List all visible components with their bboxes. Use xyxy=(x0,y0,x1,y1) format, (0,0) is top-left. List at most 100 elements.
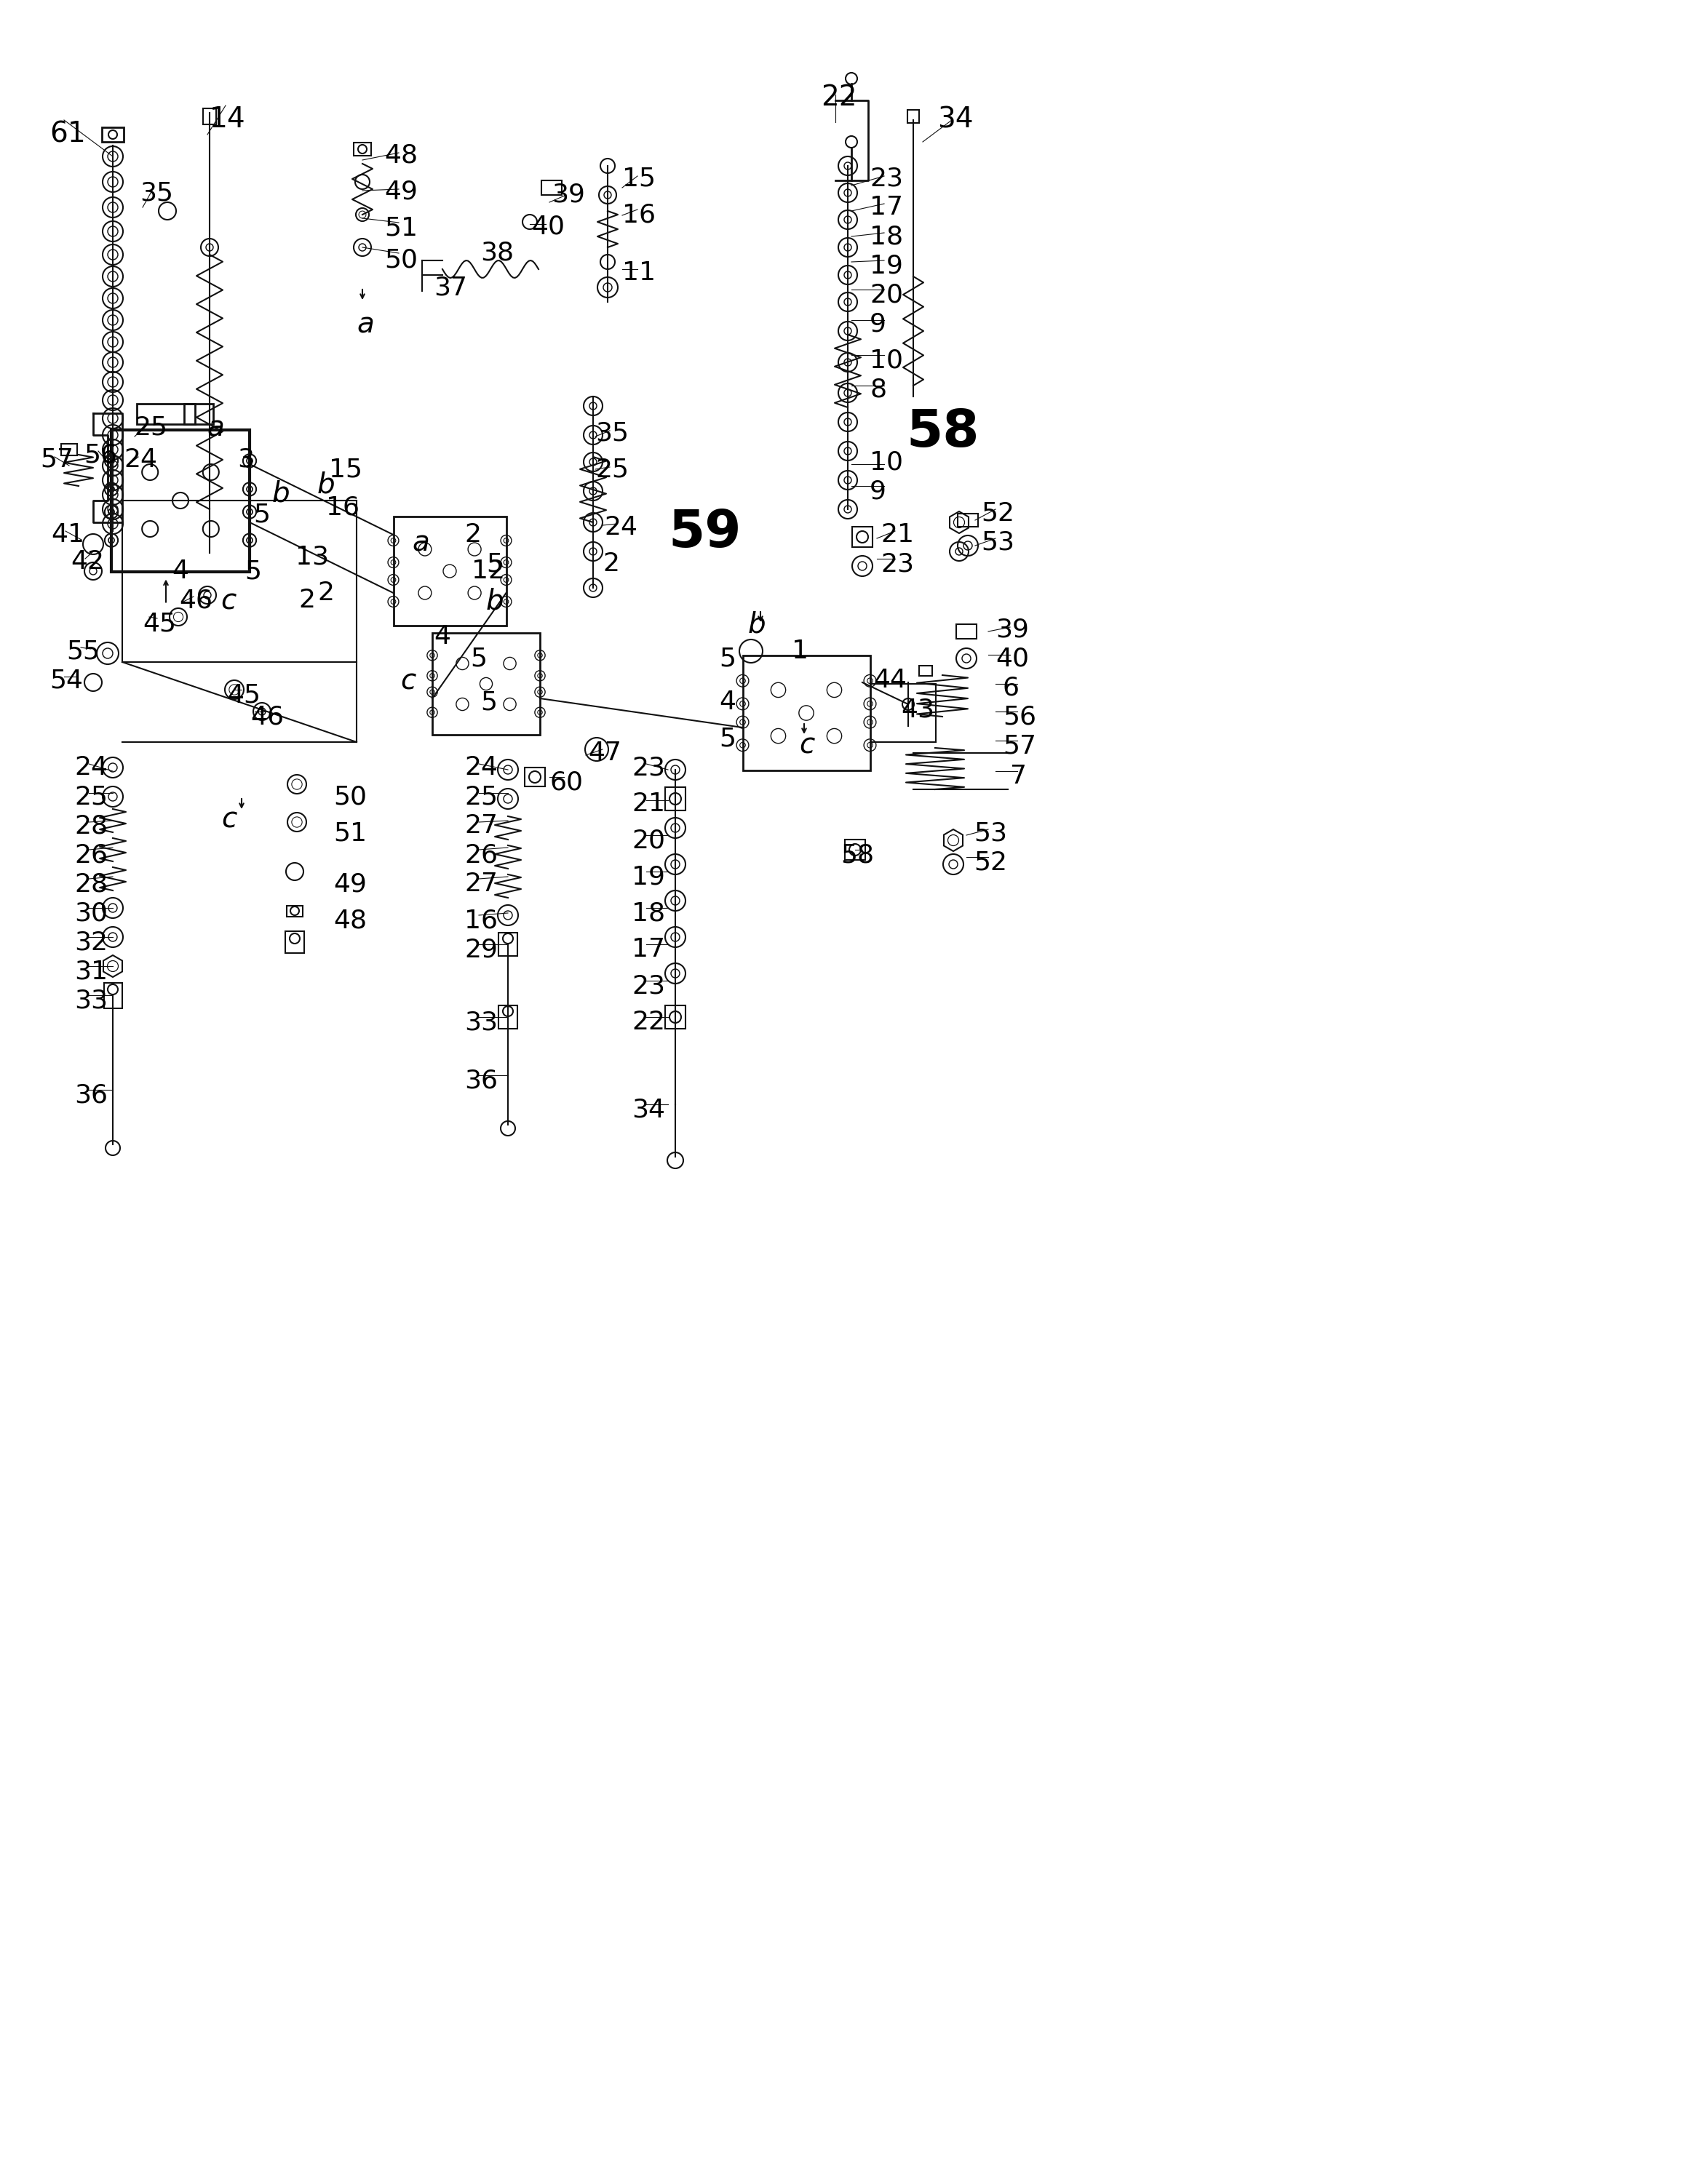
Bar xyxy=(394,518,507,625)
Text: 19: 19 xyxy=(870,253,904,277)
Text: 5: 5 xyxy=(486,550,503,577)
Bar xyxy=(137,404,194,424)
Text: 18: 18 xyxy=(870,225,904,249)
Text: 43: 43 xyxy=(900,697,934,721)
Text: 35: 35 xyxy=(140,181,174,205)
Bar xyxy=(844,839,865,860)
Text: 17: 17 xyxy=(870,194,904,221)
Text: 12: 12 xyxy=(471,559,505,583)
Text: 4: 4 xyxy=(720,690,736,714)
Text: 40: 40 xyxy=(532,214,564,240)
Text: 60: 60 xyxy=(549,769,583,795)
Bar xyxy=(525,767,546,786)
Text: 23: 23 xyxy=(632,756,665,780)
Text: 31: 31 xyxy=(74,959,108,983)
Bar xyxy=(665,1005,686,1029)
Text: 1: 1 xyxy=(792,638,809,664)
Text: 5: 5 xyxy=(245,559,262,583)
Text: 50: 50 xyxy=(383,247,417,273)
Text: c: c xyxy=(221,587,236,616)
Text: c: c xyxy=(400,668,415,695)
Bar xyxy=(665,786,686,810)
Text: 42: 42 xyxy=(71,548,105,574)
Text: 34: 34 xyxy=(632,1096,665,1123)
Text: b: b xyxy=(272,480,291,509)
Text: 52: 52 xyxy=(981,500,1015,526)
Text: a: a xyxy=(356,312,373,339)
Text: 44: 44 xyxy=(873,668,907,692)
Text: 16: 16 xyxy=(464,909,498,933)
Text: 5: 5 xyxy=(480,690,497,714)
Text: 5: 5 xyxy=(253,502,270,526)
Text: 27: 27 xyxy=(464,812,498,839)
Text: 9: 9 xyxy=(870,312,887,336)
Text: 58: 58 xyxy=(841,843,875,867)
Text: 16: 16 xyxy=(326,496,360,520)
Text: 21: 21 xyxy=(880,522,914,546)
Bar xyxy=(542,181,562,194)
Text: 57: 57 xyxy=(1003,734,1037,758)
Text: a: a xyxy=(206,415,225,443)
Text: 55: 55 xyxy=(66,638,100,664)
Text: 3: 3 xyxy=(236,448,253,472)
Text: 13: 13 xyxy=(296,544,329,568)
Text: 57: 57 xyxy=(41,448,74,472)
Text: 49: 49 xyxy=(333,871,367,895)
Text: b: b xyxy=(318,472,334,500)
Text: 24: 24 xyxy=(605,515,637,539)
Text: 29: 29 xyxy=(464,937,498,961)
Text: 14: 14 xyxy=(209,105,245,133)
Text: 51: 51 xyxy=(333,821,367,845)
Text: 23: 23 xyxy=(880,550,914,577)
Text: 15: 15 xyxy=(622,166,655,190)
Text: 8: 8 xyxy=(870,378,887,402)
Text: 11: 11 xyxy=(622,260,655,286)
Text: 4: 4 xyxy=(172,559,189,583)
Text: 41: 41 xyxy=(51,522,84,546)
Text: 58: 58 xyxy=(905,408,980,459)
Bar xyxy=(958,513,978,526)
Text: 53: 53 xyxy=(973,821,1007,845)
Text: 46: 46 xyxy=(250,703,284,729)
Text: 50: 50 xyxy=(333,784,367,808)
Text: 25: 25 xyxy=(595,456,628,483)
Text: 22: 22 xyxy=(821,83,856,111)
Text: 5: 5 xyxy=(720,725,736,751)
Text: 52: 52 xyxy=(973,850,1007,874)
Text: c: c xyxy=(799,732,814,758)
Text: 20: 20 xyxy=(632,828,665,852)
Text: 2: 2 xyxy=(299,587,316,612)
Text: 48: 48 xyxy=(333,909,367,933)
Text: 25: 25 xyxy=(464,784,498,808)
Text: 51: 51 xyxy=(383,216,417,240)
Text: 30: 30 xyxy=(74,900,108,926)
Text: 10: 10 xyxy=(870,450,904,474)
Circle shape xyxy=(159,203,176,221)
Text: 17: 17 xyxy=(632,937,665,961)
Text: 34: 34 xyxy=(937,105,973,133)
Bar xyxy=(353,142,372,155)
Text: 24: 24 xyxy=(464,756,498,780)
Text: 2: 2 xyxy=(603,550,620,577)
Text: 5: 5 xyxy=(470,646,486,670)
Text: 59: 59 xyxy=(669,509,741,557)
Text: 36: 36 xyxy=(464,1068,498,1092)
Text: 6: 6 xyxy=(1003,675,1020,699)
Text: 56: 56 xyxy=(1003,703,1037,729)
Text: 36: 36 xyxy=(74,1083,108,1107)
Bar xyxy=(103,983,122,1009)
Text: 26: 26 xyxy=(74,843,108,867)
Text: 25: 25 xyxy=(133,415,167,439)
Text: 2: 2 xyxy=(464,522,481,546)
Text: 33: 33 xyxy=(74,987,108,1013)
Text: 48: 48 xyxy=(383,142,417,168)
Text: 39: 39 xyxy=(552,181,584,207)
Text: 21: 21 xyxy=(632,791,665,817)
Bar xyxy=(285,930,304,952)
Text: 18: 18 xyxy=(632,900,665,926)
Bar xyxy=(498,1005,517,1029)
Text: 47: 47 xyxy=(588,740,622,764)
Bar xyxy=(956,625,976,638)
Text: 28: 28 xyxy=(74,812,108,839)
Text: 54: 54 xyxy=(49,668,83,692)
